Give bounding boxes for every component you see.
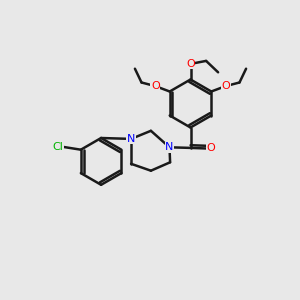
Text: O: O (221, 81, 230, 91)
Text: O: O (186, 59, 195, 69)
Text: N: N (165, 142, 174, 152)
Text: O: O (151, 81, 160, 91)
Text: Cl: Cl (52, 142, 64, 152)
Text: O: O (206, 143, 215, 154)
Text: N: N (127, 134, 135, 144)
